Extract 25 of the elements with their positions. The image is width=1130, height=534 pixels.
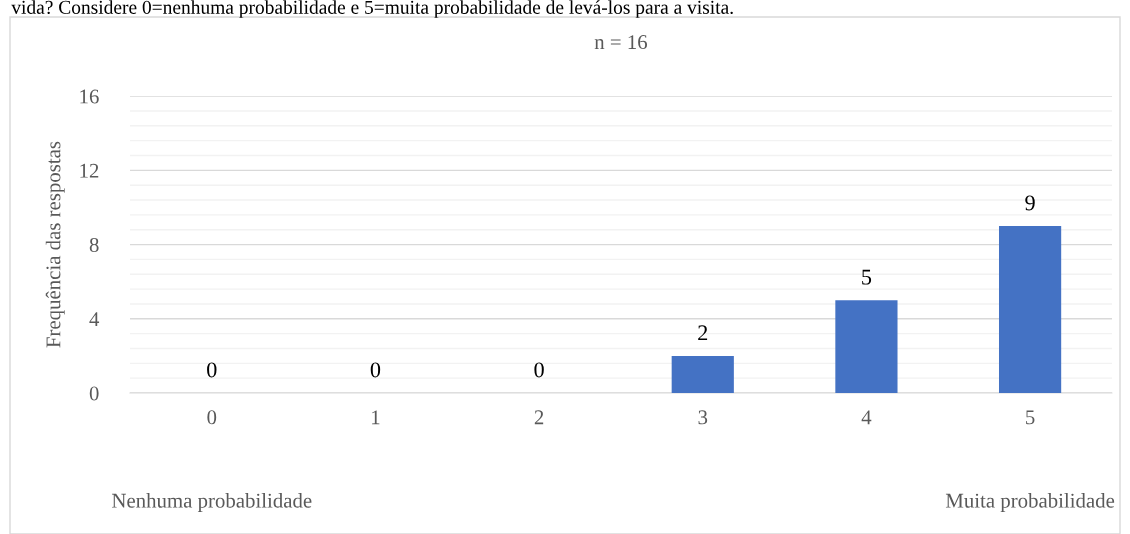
- text: Muita probabilidade: [945, 493, 1115, 512]
- y-tick-label: 0: [89, 386, 99, 401]
- data-label: 0: [207, 362, 217, 378]
- x-tick-label: 2: [534, 410, 544, 425]
- y-tick-label: 12: [80, 163, 99, 178]
- data-label: 0: [534, 362, 544, 378]
- data-label: 5: [862, 269, 872, 285]
- x-tick-label: 0: [207, 410, 217, 425]
- data-label: 9: [1025, 195, 1035, 211]
- x-tick-label: 3: [698, 410, 708, 425]
- y-tick-label: 4: [89, 312, 100, 327]
- y-axis-title: Frequência das respostas: [45, 141, 65, 348]
- x-tick-label: 1: [372, 410, 380, 425]
- chart-subtitle: n = 16: [594, 35, 648, 50]
- data-label: 2: [698, 325, 708, 341]
- bar: [835, 300, 898, 394]
- text: Nenhuma probabilidade: [112, 493, 312, 512]
- x-tick-label: 4: [861, 410, 872, 425]
- bar: [998, 226, 1062, 394]
- chart-title: vida? Considere 0=nenhuma probabilidade e 5=muita probabilidade de levá-los para a visita.: [11, 0, 733, 18]
- y-tick-label: 16: [80, 89, 99, 104]
- x-tick-label: 5: [1026, 410, 1035, 425]
- y-tick-label: 8: [89, 237, 99, 253]
- data-label: 0: [370, 362, 381, 378]
- bar: [671, 355, 734, 394]
